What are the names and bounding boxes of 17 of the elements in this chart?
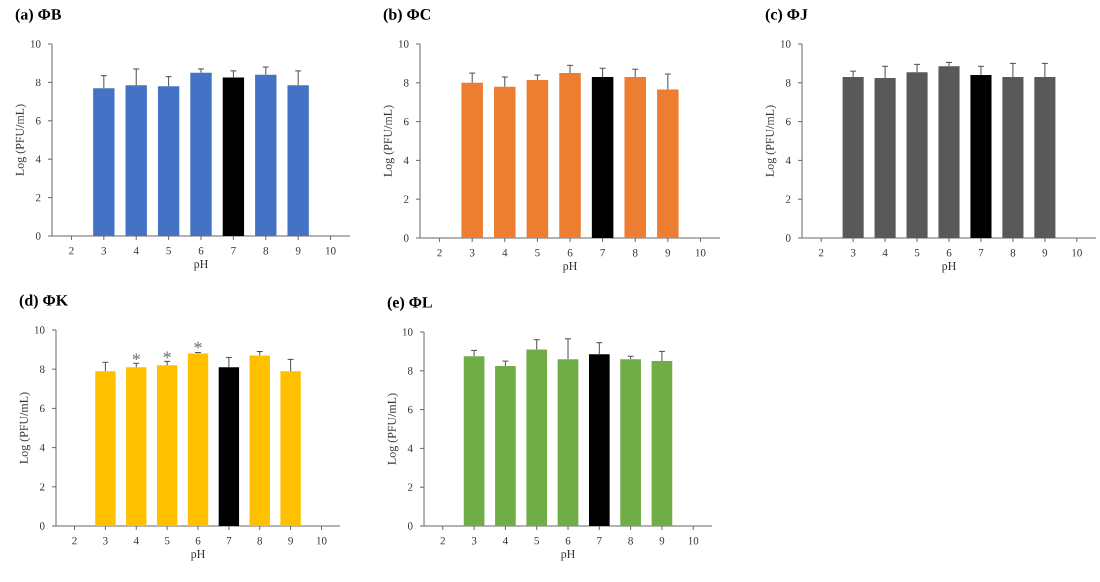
annotation: * xyxy=(194,341,202,349)
bar xyxy=(526,349,548,526)
bar xyxy=(494,86,516,238)
annotation: * xyxy=(132,353,140,361)
bar xyxy=(591,76,614,238)
bar xyxy=(557,359,579,526)
bar xyxy=(624,76,646,238)
bar xyxy=(463,356,485,526)
bar xyxy=(588,354,610,526)
bar xyxy=(526,79,549,238)
annotation: * xyxy=(163,351,171,359)
bar xyxy=(651,361,673,526)
bar xyxy=(657,89,679,238)
bar xyxy=(559,73,581,238)
bar xyxy=(495,365,516,526)
bar xyxy=(620,359,641,526)
bar xyxy=(461,82,483,238)
